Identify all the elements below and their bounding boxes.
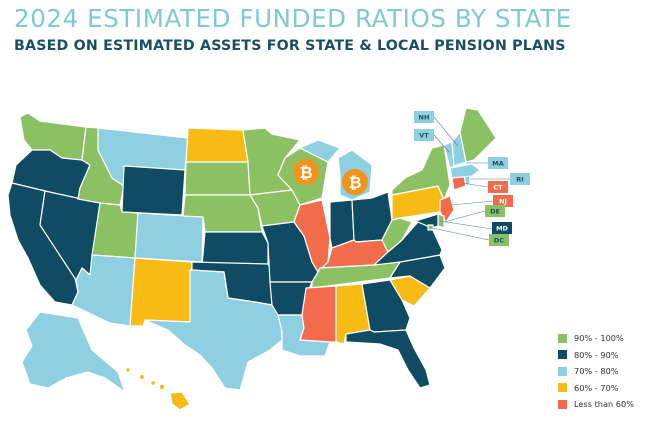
callout-vt: VT — [414, 129, 434, 141]
legend-label: 60% - 70% — [574, 382, 619, 393]
svg-text:DC: DC — [494, 237, 504, 245]
state-hi-island-2 — [138, 373, 146, 381]
svg-text:NH: NH — [419, 114, 430, 122]
state-hi-island-3 — [150, 380, 157, 387]
callout-ct: CT — [488, 181, 508, 193]
state-hi — [169, 391, 191, 411]
state-wy — [121, 165, 186, 216]
state-hi-island-4 — [158, 383, 166, 391]
svg-text:VT: VT — [419, 132, 429, 140]
state-ma — [449, 163, 481, 179]
legend-item-80-90: 80% - 90% — [558, 347, 634, 364]
legend: 90% - 100% 80% - 90% 70% - 80% 60% - 70%… — [558, 330, 634, 413]
state-ak — [21, 311, 126, 393]
callout-nh: NH — [414, 111, 434, 123]
legend-item-60-70: 60% - 70% — [558, 380, 634, 397]
state-ks — [201, 231, 269, 269]
bitcoin-markers: ₿ ₿ — [293, 159, 368, 195]
state-ms — [299, 285, 337, 343]
state-nm — [129, 257, 193, 327]
svg-text:DE: DE — [490, 208, 500, 216]
legend-item-lt60: Less than 60% — [558, 396, 634, 413]
state-sd — [184, 161, 251, 196]
callout-de: DE — [485, 205, 505, 217]
legend-label: Less than 60% — [574, 399, 634, 410]
legend-label: 80% - 90% — [574, 349, 619, 360]
legend-label: 70% - 80% — [574, 366, 619, 377]
legend-item-90-100: 90% - 100% — [558, 330, 634, 347]
legend-swatch — [558, 333, 567, 343]
callout-leaders — [431, 116, 510, 241]
svg-text:CT: CT — [493, 184, 503, 192]
legend-swatch — [558, 399, 567, 409]
svg-text:MD: MD — [496, 225, 508, 233]
legend-swatch — [558, 366, 567, 376]
state-tx — [144, 269, 283, 391]
svg-text:NJ: NJ — [499, 198, 507, 206]
state-nd — [185, 127, 249, 163]
state-ny — [391, 144, 451, 201]
callout-nj: NJ — [493, 195, 513, 207]
callouts-layer: NH VT MA RI CT NJ — [414, 111, 530, 246]
page-subtitle: BASED ON ESTIMATED ASSETS FOR STATE & LO… — [14, 38, 566, 54]
bitcoin-icon: ₿ — [342, 169, 368, 195]
states-layer — [7, 107, 497, 411]
svg-text:₿: ₿ — [348, 173, 361, 192]
callout-dc: DC — [489, 234, 509, 246]
legend-swatch — [558, 350, 567, 360]
state-me — [459, 107, 497, 163]
callout-ma: MA — [488, 157, 508, 169]
bitcoin-icon: ₿ — [293, 159, 319, 185]
callout-ri: RI — [510, 173, 530, 185]
svg-text:RI: RI — [516, 176, 523, 184]
state-dc — [427, 224, 434, 231]
state-fl — [345, 329, 431, 389]
svg-text:MA: MA — [492, 160, 504, 168]
legend-swatch — [558, 383, 567, 393]
legend-label: 90% - 100% — [574, 333, 624, 344]
state-co — [134, 212, 204, 263]
state-hi-island-1 — [125, 367, 131, 373]
svg-text:₿: ₿ — [299, 163, 312, 182]
callout-md: MD — [492, 222, 512, 234]
legend-item-70-80: 70% - 80% — [558, 363, 634, 380]
page-title: 2024 ESTIMATED FUNDED RATIOS BY STATE — [14, 4, 572, 33]
